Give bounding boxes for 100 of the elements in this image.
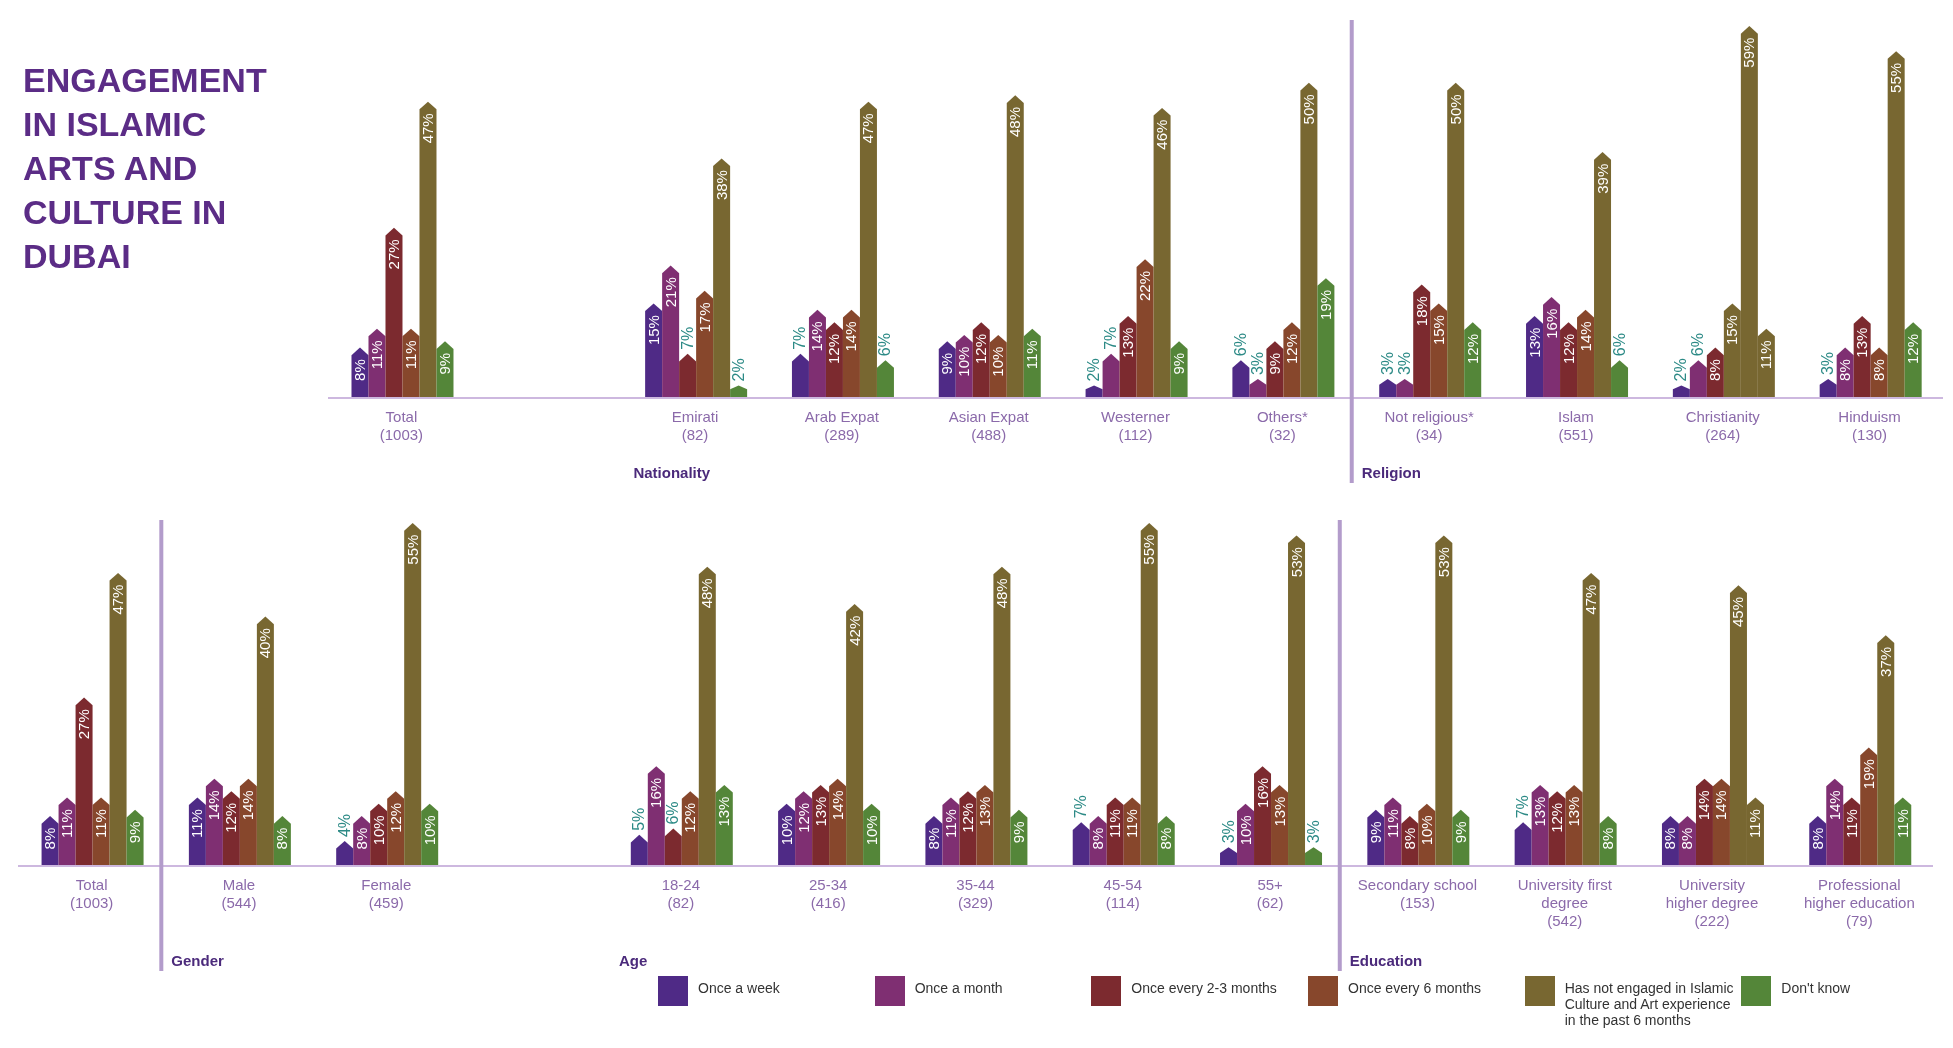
bar — [1136, 259, 1154, 398]
data-label: 39% — [1593, 163, 1611, 194]
data-label: 12% — [681, 802, 699, 833]
data-label: 11% — [1893, 809, 1911, 838]
bar — [1447, 82, 1465, 398]
bar — [1006, 95, 1024, 398]
data-label: 12% — [1282, 333, 1300, 365]
data-label: 13% — [811, 796, 829, 827]
data-label: 12% — [1904, 333, 1922, 365]
data-label: 48% — [1006, 107, 1024, 138]
data-label: 14% — [1825, 790, 1843, 821]
x-tick-label: Total (1003) — [69, 876, 114, 911]
x-tick-label: Professional higher education (79) — [1803, 876, 1915, 929]
data-label: 38% — [712, 170, 730, 201]
x-tick-label: 55+ (62) — [1256, 876, 1284, 911]
data-label: 14% — [205, 790, 223, 821]
data-label: 3% — [1395, 351, 1413, 376]
x-tick-label: Hinduism (130) — [1838, 408, 1901, 443]
bar — [75, 697, 93, 866]
data-label: 46% — [1153, 119, 1171, 150]
data-label: 10% — [862, 815, 880, 846]
data-label: 10% — [777, 815, 795, 846]
data-label: 22% — [1136, 270, 1154, 301]
data-label: 2% — [729, 358, 747, 382]
data-label: 8% — [1706, 359, 1724, 381]
text: ENGAGEMENT IN ISLAMIC ARTS AND CULTURE IN DUBAI — [23, 60, 268, 277]
x-tick-label: 25-34 (416) — [809, 876, 848, 911]
data-label: 11% — [367, 340, 385, 370]
data-label: 13% — [1525, 327, 1543, 358]
bar — [859, 101, 877, 398]
data-label: 7% — [1102, 326, 1120, 350]
data-label: 6% — [876, 333, 894, 357]
data-label: 8% — [1661, 827, 1679, 850]
data-label: 13% — [1565, 796, 1583, 827]
x-tick-label: 18-24 (82) — [661, 876, 701, 911]
data-label: 37% — [1876, 646, 1894, 677]
data-label: 47% — [418, 113, 436, 144]
data-label: 8% — [1836, 359, 1854, 381]
data-label: 6% — [1689, 333, 1707, 357]
bar — [1317, 278, 1335, 398]
data-label: 12% — [1548, 802, 1566, 833]
data-label: 11% — [1123, 809, 1141, 838]
bar — [662, 265, 680, 398]
data-label: 5% — [630, 807, 648, 831]
data-label: 11% — [1023, 340, 1041, 370]
data-label: 8% — [1808, 827, 1826, 850]
x-tick-label: Islam (551) — [1558, 408, 1594, 443]
legend-label: Has not engaged in Islamic Culture and Art experience in the past 6 months — [1564, 980, 1735, 1028]
data-label: 8% — [352, 827, 370, 850]
x-tick-label: Arab Expat (289) — [804, 408, 880, 443]
data-label: 8% — [1400, 827, 1418, 850]
data-label: 19% — [1859, 759, 1877, 790]
bar — [1887, 51, 1905, 398]
data-label: 15% — [1429, 315, 1447, 346]
data-label: 9% — [1265, 352, 1283, 375]
data-label: 8% — [41, 827, 59, 850]
x-tick-label: 45-54 (114) — [1103, 876, 1142, 911]
data-label: 8% — [273, 827, 291, 850]
data-label: 14% — [842, 321, 860, 352]
bar — [713, 158, 731, 398]
data-label: 11% — [1842, 809, 1860, 838]
data-label: 55% — [403, 534, 421, 565]
data-label: 16% — [647, 777, 665, 808]
data-label: 9% — [1170, 352, 1188, 375]
data-label: 8% — [1678, 827, 1696, 850]
data-label: 3% — [1819, 351, 1837, 376]
data-label: 47% — [109, 584, 127, 615]
text: Age — [619, 952, 648, 969]
legend-label: Don't know — [1781, 980, 1852, 996]
bar — [1582, 572, 1600, 866]
data-label: 55% — [1887, 62, 1905, 93]
data-label: 27% — [384, 239, 402, 270]
data-label: 13% — [975, 796, 993, 827]
legend-label: Once a week — [698, 980, 781, 996]
bar — [1877, 635, 1895, 866]
data-label: 12% — [386, 802, 404, 833]
bar — [419, 101, 437, 398]
data-label: 13% — [1119, 327, 1137, 358]
data-label: 13% — [1853, 327, 1871, 358]
text: Gender — [171, 952, 224, 969]
data-label: 11% — [58, 809, 76, 838]
text: Education — [1349, 952, 1423, 969]
legend-label: Once every 6 months — [1348, 980, 1483, 996]
data-label: 11% — [1106, 809, 1124, 838]
x-tick-label: Total (1003) — [379, 408, 424, 443]
data-label: 42% — [845, 615, 863, 646]
data-label: 50% — [1446, 94, 1464, 125]
legend-label: Once a month — [914, 980, 1004, 996]
data-label: 6% — [664, 801, 682, 825]
data-label: 16% — [1253, 777, 1271, 808]
x-tick-label: Male (544) — [221, 876, 257, 911]
data-label: 15% — [1723, 315, 1741, 346]
data-label: 11% — [1746, 809, 1764, 838]
data-label: 8% — [1157, 827, 1175, 850]
data-label: 14% — [828, 790, 846, 821]
data-label: 50% — [1299, 94, 1317, 125]
data-label: 8% — [924, 827, 942, 850]
x-tick-label: Christianity (264) — [1685, 408, 1761, 443]
data-label: 40% — [256, 628, 274, 659]
data-label: 12% — [794, 802, 812, 833]
